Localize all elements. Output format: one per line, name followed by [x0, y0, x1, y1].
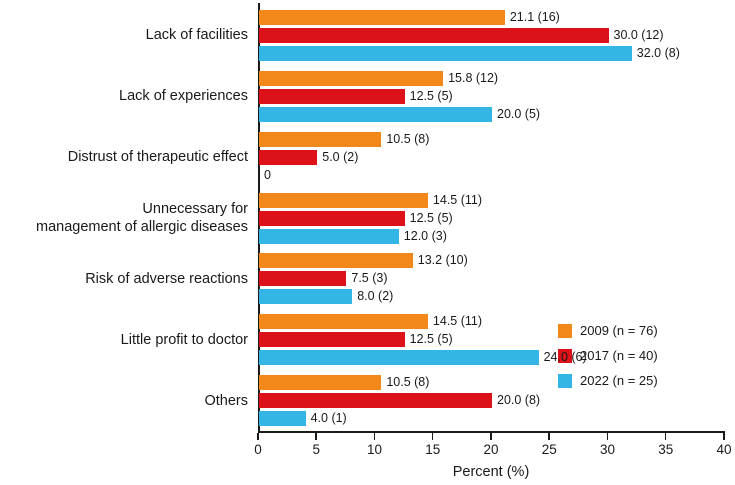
bar-value-label: 12.0 (3): [403, 228, 447, 243]
x-tick: [315, 432, 317, 440]
bar-value-label: 14.5 (11): [432, 192, 483, 207]
legend-swatch: [558, 348, 572, 363]
x-axis-line: [258, 431, 725, 433]
x-tick: [664, 432, 667, 440]
x-tick-label: 40: [716, 442, 732, 457]
x-tick-label: 30: [599, 442, 616, 457]
category-label: Unnecessary for management of allergic di…: [0, 188, 248, 249]
x-tick: [490, 432, 492, 440]
category-label: Risk of adverse reactions: [0, 248, 248, 309]
legend-swatch: [558, 373, 572, 388]
x-tick: [606, 432, 609, 440]
bar-value-label: 10.5 (8): [386, 131, 430, 146]
bar-value-label: 14.5 (11): [432, 314, 483, 329]
bar-value-label: 15.8 (12): [448, 70, 499, 85]
bar: [259, 88, 405, 104]
bar: [259, 253, 413, 269]
bar-value-label: 24.0 (6): [543, 350, 587, 365]
bar-value-label: 12.5 (5): [409, 332, 453, 347]
legend-swatch: [558, 323, 572, 338]
bar-value-label: 20.0 (8): [497, 393, 541, 408]
bar: [259, 9, 505, 25]
legend-item: 2009 (n = 76): [558, 322, 658, 339]
x-axis-title: Percent (%): [452, 464, 530, 480]
bar: [259, 314, 428, 330]
legend-label: 2022 (n = 25): [580, 373, 658, 388]
bar: [259, 149, 318, 165]
bar-value-label: 4.0 (1): [310, 411, 347, 426]
legend: 2009 (n = 76) 2017 (n = 40) 2022 (n = 25): [558, 322, 658, 389]
bar-value-label: 21.1 (16): [509, 9, 560, 24]
bar: [259, 332, 405, 348]
bar-value-label: 13.2 (10): [417, 253, 468, 268]
bar-value-label: 10.5 (8): [386, 375, 430, 390]
category-label-line: Lack of experiences: [119, 88, 248, 105]
legend-item: 2022 (n = 25): [558, 372, 658, 389]
legend-label: 2017 (n = 40): [580, 348, 658, 363]
bar: [259, 393, 492, 409]
x-tick-label: 0: [254, 442, 262, 457]
category-label-line: Distrust of therapeutic effect: [67, 149, 248, 166]
category-label-line: Risk of adverse reactions: [85, 270, 248, 287]
bar: [259, 411, 306, 427]
category-label: Distrust of therapeutic effect: [0, 127, 248, 188]
category-label-line: Others: [204, 392, 248, 409]
bar-value-label: 12.5 (5): [409, 88, 453, 103]
category-label: Others: [0, 370, 248, 431]
category-label: Little profit to doctor: [0, 309, 248, 370]
bar-value-label: 7.5 (3): [351, 271, 388, 286]
category-label: Lack of experiences: [0, 66, 248, 127]
bar-value-label: 30.0 (12): [613, 27, 664, 42]
bar-value-label: 32.0 (8): [636, 45, 680, 60]
x-tick-label: 20: [483, 442, 499, 457]
x-tick-label: 5: [312, 442, 320, 457]
x-tick: [257, 432, 259, 440]
bar: [259, 45, 632, 61]
category-label: Lack of facilities: [0, 5, 248, 66]
x-tick: [548, 432, 550, 440]
bar: [259, 70, 444, 86]
bar: [259, 271, 347, 287]
y-axis-line: [258, 3, 260, 432]
bar: [259, 289, 353, 305]
x-tick: [373, 432, 376, 440]
bar-value-label: 12.5 (5): [409, 210, 453, 225]
x-tick-label: 25: [541, 442, 557, 457]
bar: [259, 228, 399, 244]
bar-value-label: 0: [264, 167, 271, 182]
x-tick-label: 10: [366, 442, 383, 457]
bar: [259, 192, 428, 208]
category-label-line: Lack of facilities: [145, 27, 248, 44]
legend-item: 2017 (n = 40): [558, 347, 658, 364]
bar: [259, 350, 539, 366]
bar-value-label: 8.0 (2): [357, 289, 394, 304]
x-tick: [723, 432, 725, 440]
category-label-line: management of allergic diseases: [36, 218, 248, 235]
bar: [259, 210, 405, 226]
bar: [259, 106, 492, 122]
bar: [259, 131, 382, 147]
x-tick: [431, 432, 434, 440]
legend-label: 2009 (n = 76): [580, 323, 658, 338]
x-tick-label: 15: [425, 442, 441, 457]
category-label-line: Unnecessary for: [142, 200, 248, 217]
bar: [259, 27, 609, 43]
category-label-line: Little profit to doctor: [120, 331, 248, 348]
bar-value-label: 5.0 (2): [322, 149, 359, 164]
bar: [259, 375, 382, 391]
bar-value-label: 20.0 (5): [497, 106, 541, 121]
x-tick-label: 35: [658, 442, 674, 457]
